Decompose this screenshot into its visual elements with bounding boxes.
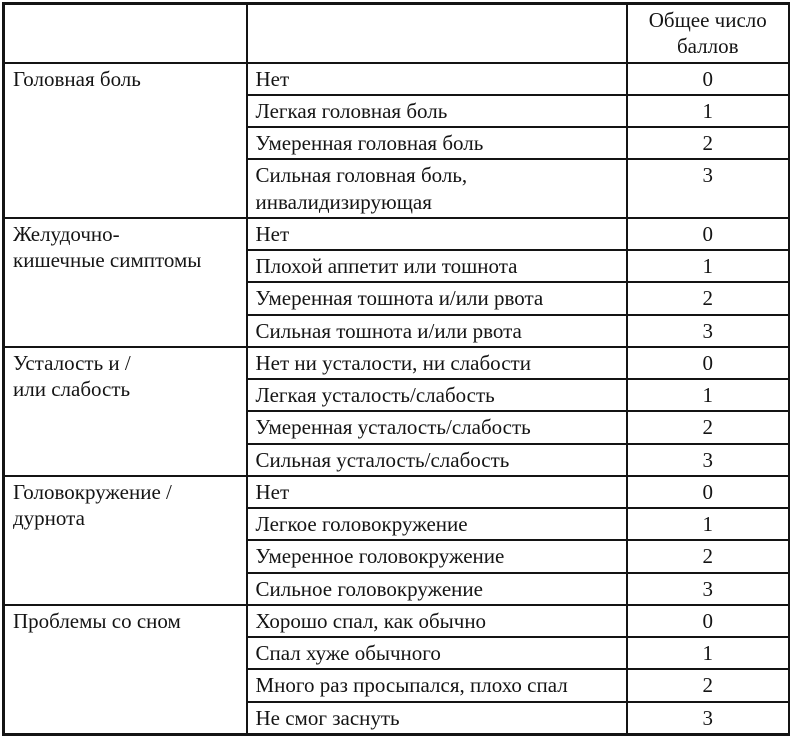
description-cell: Нет	[245, 474, 628, 510]
score-cell: 3	[625, 442, 790, 477]
score-cell: 3	[625, 700, 790, 736]
description-cell: Плохой аппетит или тошнота	[245, 248, 628, 284]
table-row: Умеренное головокружение 2	[4, 539, 790, 574]
table-row: Умеренная усталость/слабость 2	[4, 410, 790, 445]
description-cell: Сильная тошнота и/или рвота	[245, 313, 628, 348]
score-cell: 0	[625, 345, 790, 381]
score-cell: 0	[625, 61, 790, 96]
table-row: Плохой аппетит или тошнота 1	[4, 248, 790, 284]
description-cell: Легкая усталость/слабость	[245, 377, 628, 413]
description-cell: Легкое головокружение	[245, 506, 628, 542]
header-cell-score: Общее число баллов	[625, 2, 790, 64]
header-cell-description	[245, 2, 628, 64]
score-cell: 2	[625, 281, 790, 316]
description-cell: Нет	[245, 216, 628, 252]
score-cell: 1	[625, 377, 790, 413]
score-cell: 2	[625, 539, 790, 574]
category-cell-fatigue: Усталость и / или слабость	[2, 345, 248, 477]
category-cell-dizziness: Головокружение / дурнота	[2, 474, 248, 606]
score-cell: 1	[625, 248, 790, 284]
score-cell: 0	[625, 603, 790, 639]
table-row: Желудочно- кишечные симптомы Нет 0	[2, 216, 790, 348]
description-cell: Нет ни усталости, ни слабости	[245, 345, 628, 381]
table-row: Сильная головная боль, инвалидизирующая …	[4, 158, 790, 219]
table-row: Головокружение / дурнота Нет 0	[2, 474, 790, 606]
description-cell: Легкая головная боль	[245, 93, 628, 129]
table-row: Легкое головокружение 1	[4, 506, 790, 542]
score-cell: 3	[625, 158, 790, 219]
category-cell-headache: Головная боль	[2, 61, 248, 219]
table-row: Усталость и / или слабость Нет ни устало…	[2, 345, 790, 477]
score-cell: 1	[625, 635, 790, 671]
table-row: Сильная усталость/слабость 3	[4, 442, 790, 477]
description-cell: Спал хуже обычного	[245, 635, 628, 671]
table-row: Легкая головная боль 1	[4, 93, 790, 129]
score-cell: 1	[625, 506, 790, 542]
table-row: Головная боль Нет 0	[2, 61, 790, 219]
score-cell: 2	[625, 125, 790, 161]
description-cell: Не смог заснуть	[245, 700, 628, 736]
score-cell: 2	[625, 410, 790, 445]
description-cell: Нет	[245, 61, 628, 96]
description-cell: Хорошо спал, как обычно	[245, 603, 628, 639]
table-row: Сильная тошнота и/или рвота 3	[4, 313, 790, 348]
description-cell: Сильная усталость/слабость	[245, 442, 628, 477]
description-cell: Умеренная головная боль	[245, 125, 628, 161]
score-cell: 3	[625, 313, 790, 348]
description-cell: Умеренная усталость/слабость	[245, 410, 628, 445]
description-cell: Много раз просыпался, плохо спал	[245, 668, 628, 703]
description-cell: Умеренное головокружение	[245, 539, 628, 574]
table-row: Умеренная тошнота и/или рвота 2	[4, 281, 790, 316]
table-row: Проблемы со сном Хорошо спал, как обычно…	[2, 603, 790, 736]
category-cell-gastro: Желудочно- кишечные симптомы	[2, 216, 248, 348]
score-cell: 3	[625, 571, 790, 606]
score-cell: 0	[625, 474, 790, 510]
description-cell: Сильное головокружение	[245, 571, 628, 606]
category-cell-sleep: Проблемы со сном	[2, 603, 248, 736]
table-row: Умеренная головная боль 2	[4, 125, 790, 161]
table-row: Спал хуже обычного 1	[4, 635, 790, 671]
header-cell-category	[2, 2, 248, 64]
table-row: Много раз просыпался, плохо спал 2	[4, 668, 790, 703]
description-cell: Умеренная тошнота и/или рвота	[245, 281, 628, 316]
score-cell: 2	[625, 668, 790, 703]
table-header-row: Общее число баллов	[2, 2, 790, 64]
score-cell: 1	[625, 93, 790, 129]
table-row: Сильное головокружение 3	[4, 571, 790, 606]
score-cell: 0	[625, 216, 790, 252]
description-cell: Сильная головная боль, инвалидизирующая	[245, 158, 628, 219]
table-row: Легкая усталость/слабость 1	[4, 377, 790, 413]
